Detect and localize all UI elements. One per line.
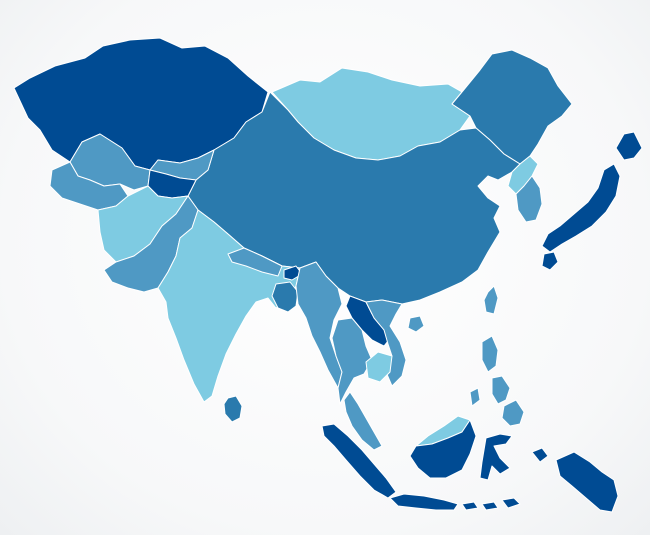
- region-sumatra: [321, 423, 397, 499]
- region-sri-lanka: [223, 395, 243, 423]
- region-vietnam: [365, 299, 407, 387]
- region-thailand: [331, 317, 373, 405]
- region-taiwan: [483, 285, 499, 315]
- region-hainan: [407, 315, 425, 333]
- region-new-guinea: [531, 447, 619, 513]
- region-lesser-sunda: [461, 497, 521, 511]
- region-philippines: [469, 335, 525, 427]
- region-south-korea: [515, 175, 543, 223]
- region-japan: [541, 131, 643, 271]
- region-cambodia: [365, 351, 393, 383]
- region-java: [389, 493, 459, 511]
- region-sulawesi: [479, 433, 513, 481]
- region-bhutan: [283, 265, 303, 281]
- region-borneo-south: [409, 419, 477, 479]
- region-bangladesh: [271, 281, 299, 313]
- region-malay-peninsula: [343, 391, 383, 451]
- region-nepal: [227, 247, 283, 277]
